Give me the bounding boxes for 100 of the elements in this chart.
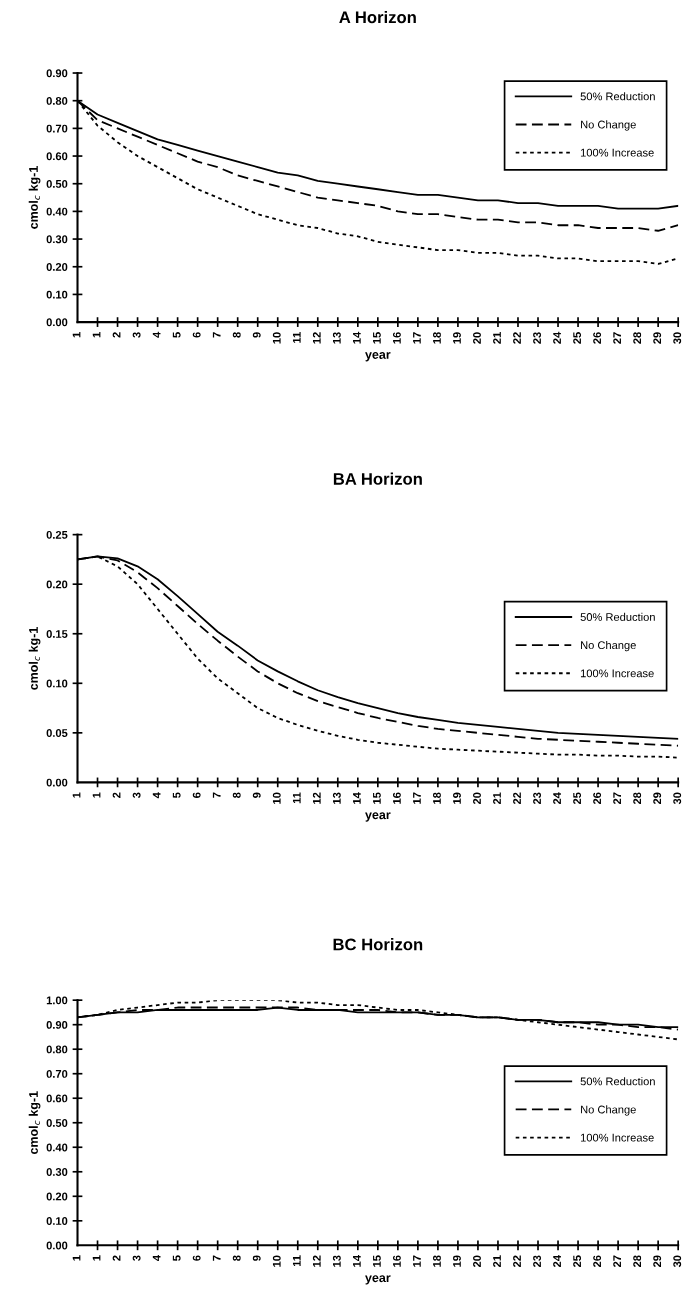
y-tick-label: 0.60 (46, 152, 68, 161)
x-tick-label: 15 (373, 332, 381, 344)
x-tick-label: 1 (72, 792, 81, 798)
y-tick-label: 0.60 (46, 1094, 68, 1103)
x-tick-label: 29 (653, 792, 662, 805)
x-tick-label: 10 (272, 792, 281, 804)
y-tick-label: 0.00 (46, 778, 68, 787)
x-tick-label: 13 (332, 792, 341, 804)
x-tick-label: 19 (453, 332, 461, 344)
x-tick-label: 1 (72, 1255, 81, 1261)
x-tick-label: 28 (633, 1255, 642, 1268)
y-tick-label: 0.40 (46, 1143, 68, 1152)
x-tick-label: 30 (673, 792, 682, 805)
x-tick-label: 14 (353, 1255, 361, 1267)
chart-title: A Horizon (339, 10, 416, 24)
y-tick-label: 0.00 (46, 318, 68, 327)
y-tick-label: 0.50 (46, 1119, 68, 1127)
x-tick-label: 28 (633, 332, 642, 344)
legend-label: No Change (581, 1105, 636, 1116)
x-tick-label: 29 (653, 332, 662, 344)
x-tick-label: 5 (172, 792, 181, 798)
x-tick-label: 25 (573, 332, 582, 344)
x-tick-label: 2 (112, 332, 121, 338)
x-tick-label: 20 (473, 1255, 481, 1268)
x-tick-label: 26 (593, 332, 602, 344)
x-tick-label: 26 (593, 792, 602, 805)
x-tick-label: 19 (453, 792, 461, 804)
x-tick-label: 8 (232, 332, 241, 338)
chart-title: BC Horizon (333, 938, 423, 951)
y-tick-label: 0.00 (46, 1241, 68, 1250)
y-tick-label: 0.20 (46, 1192, 68, 1201)
x-tick-label: 20 (473, 792, 481, 805)
y-tick-label: 0.20 (46, 580, 68, 589)
x-tick-label: 14 (353, 331, 361, 344)
x-tick-label: 5 (172, 1255, 181, 1261)
x-tick-label: 22 (513, 1255, 521, 1268)
x-tick-label: 11 (292, 792, 301, 804)
x-tick-label: 14 (353, 792, 361, 804)
x-tick-label: 15 (373, 792, 381, 804)
x-tick-label: 3 (132, 332, 141, 338)
y-tick-label: 0.70 (46, 1069, 68, 1078)
legend-label: 100% Increase (580, 1133, 654, 1142)
y-tick-label: 1.00 (46, 996, 68, 1005)
legend-label: 100% Increase (580, 669, 654, 678)
y-axis-title: cmol$_{c}$ kg-1 (28, 166, 41, 229)
x-tick-label: 2 (112, 792, 121, 798)
y-tick-label: 0.90 (46, 1020, 68, 1029)
x-tick-label: 16 (392, 332, 401, 344)
x-tick-label: 23 (533, 792, 542, 805)
x-tick-label: 9 (252, 332, 261, 338)
x-tick-label: 16 (392, 1255, 401, 1267)
y-tick-label: 0.25 (46, 530, 68, 539)
y-tick-label: 0.50 (46, 179, 68, 188)
x-tick-label: 24 (553, 1255, 561, 1268)
legend-label: No Change (581, 640, 636, 652)
y-tick-label: 0.70 (46, 124, 68, 133)
y-tick-label: 0.90 (46, 69, 68, 78)
x-tick-label: 29 (653, 1255, 662, 1268)
x-tick-label: 22 (513, 332, 521, 344)
x-tick-label: 23 (533, 1255, 542, 1268)
x-axis-title: year (365, 1275, 391, 1285)
x-tick-label: 21 (493, 332, 501, 344)
x-tick-label: 25 (573, 792, 582, 805)
x-tick-label: 18 (433, 792, 441, 804)
x-tick-label: 5 (172, 332, 181, 338)
x-tick-label: 26 (593, 1255, 602, 1268)
x-tick-label: 24 (553, 331, 561, 344)
x-tick-label: 7 (212, 332, 221, 338)
x-tick-label: 1 (92, 792, 101, 798)
x-tick-label: 19 (453, 1255, 461, 1267)
x-tick-label: 25 (573, 1255, 582, 1268)
x-tick-label: 12 (312, 792, 321, 804)
x-tick-label: 9 (252, 1255, 261, 1261)
x-tick-label: 11 (292, 332, 301, 343)
x-tick-label: 6 (192, 792, 201, 798)
x-tick-label: 8 (232, 1255, 241, 1261)
x-tick-label: 18 (433, 332, 441, 344)
x-tick-label: 21 (493, 792, 501, 805)
y-tick-label: 0.80 (46, 96, 68, 105)
x-tick-label: 6 (192, 1255, 201, 1261)
y-tick-label: 0.30 (46, 235, 68, 244)
x-tick-label: 24 (553, 792, 561, 805)
x-tick-label: 3 (132, 1255, 141, 1261)
x-tick-label: 1 (92, 332, 101, 338)
x-tick-label: 10 (272, 1255, 281, 1267)
x-tick-label: 12 (312, 332, 321, 344)
x-tick-label: 8 (232, 792, 241, 798)
x-tick-label: 27 (613, 792, 621, 805)
x-axis-title: year (365, 812, 391, 822)
y-tick-label: 0.10 (46, 679, 68, 688)
legend-label: 50% Reduction (580, 612, 655, 621)
legend-label: No Change (581, 120, 636, 131)
x-tick-label: 22 (513, 792, 521, 805)
legend-label: 50% Reduction (580, 1077, 655, 1086)
x-tick-label: 4 (152, 331, 161, 338)
x-tick-label: 4 (152, 792, 161, 799)
x-tick-label: 7 (212, 1255, 221, 1261)
x-tick-label: 18 (433, 1255, 441, 1267)
x-tick-label: 21 (493, 1255, 501, 1268)
x-tick-label: 13 (332, 1255, 341, 1267)
